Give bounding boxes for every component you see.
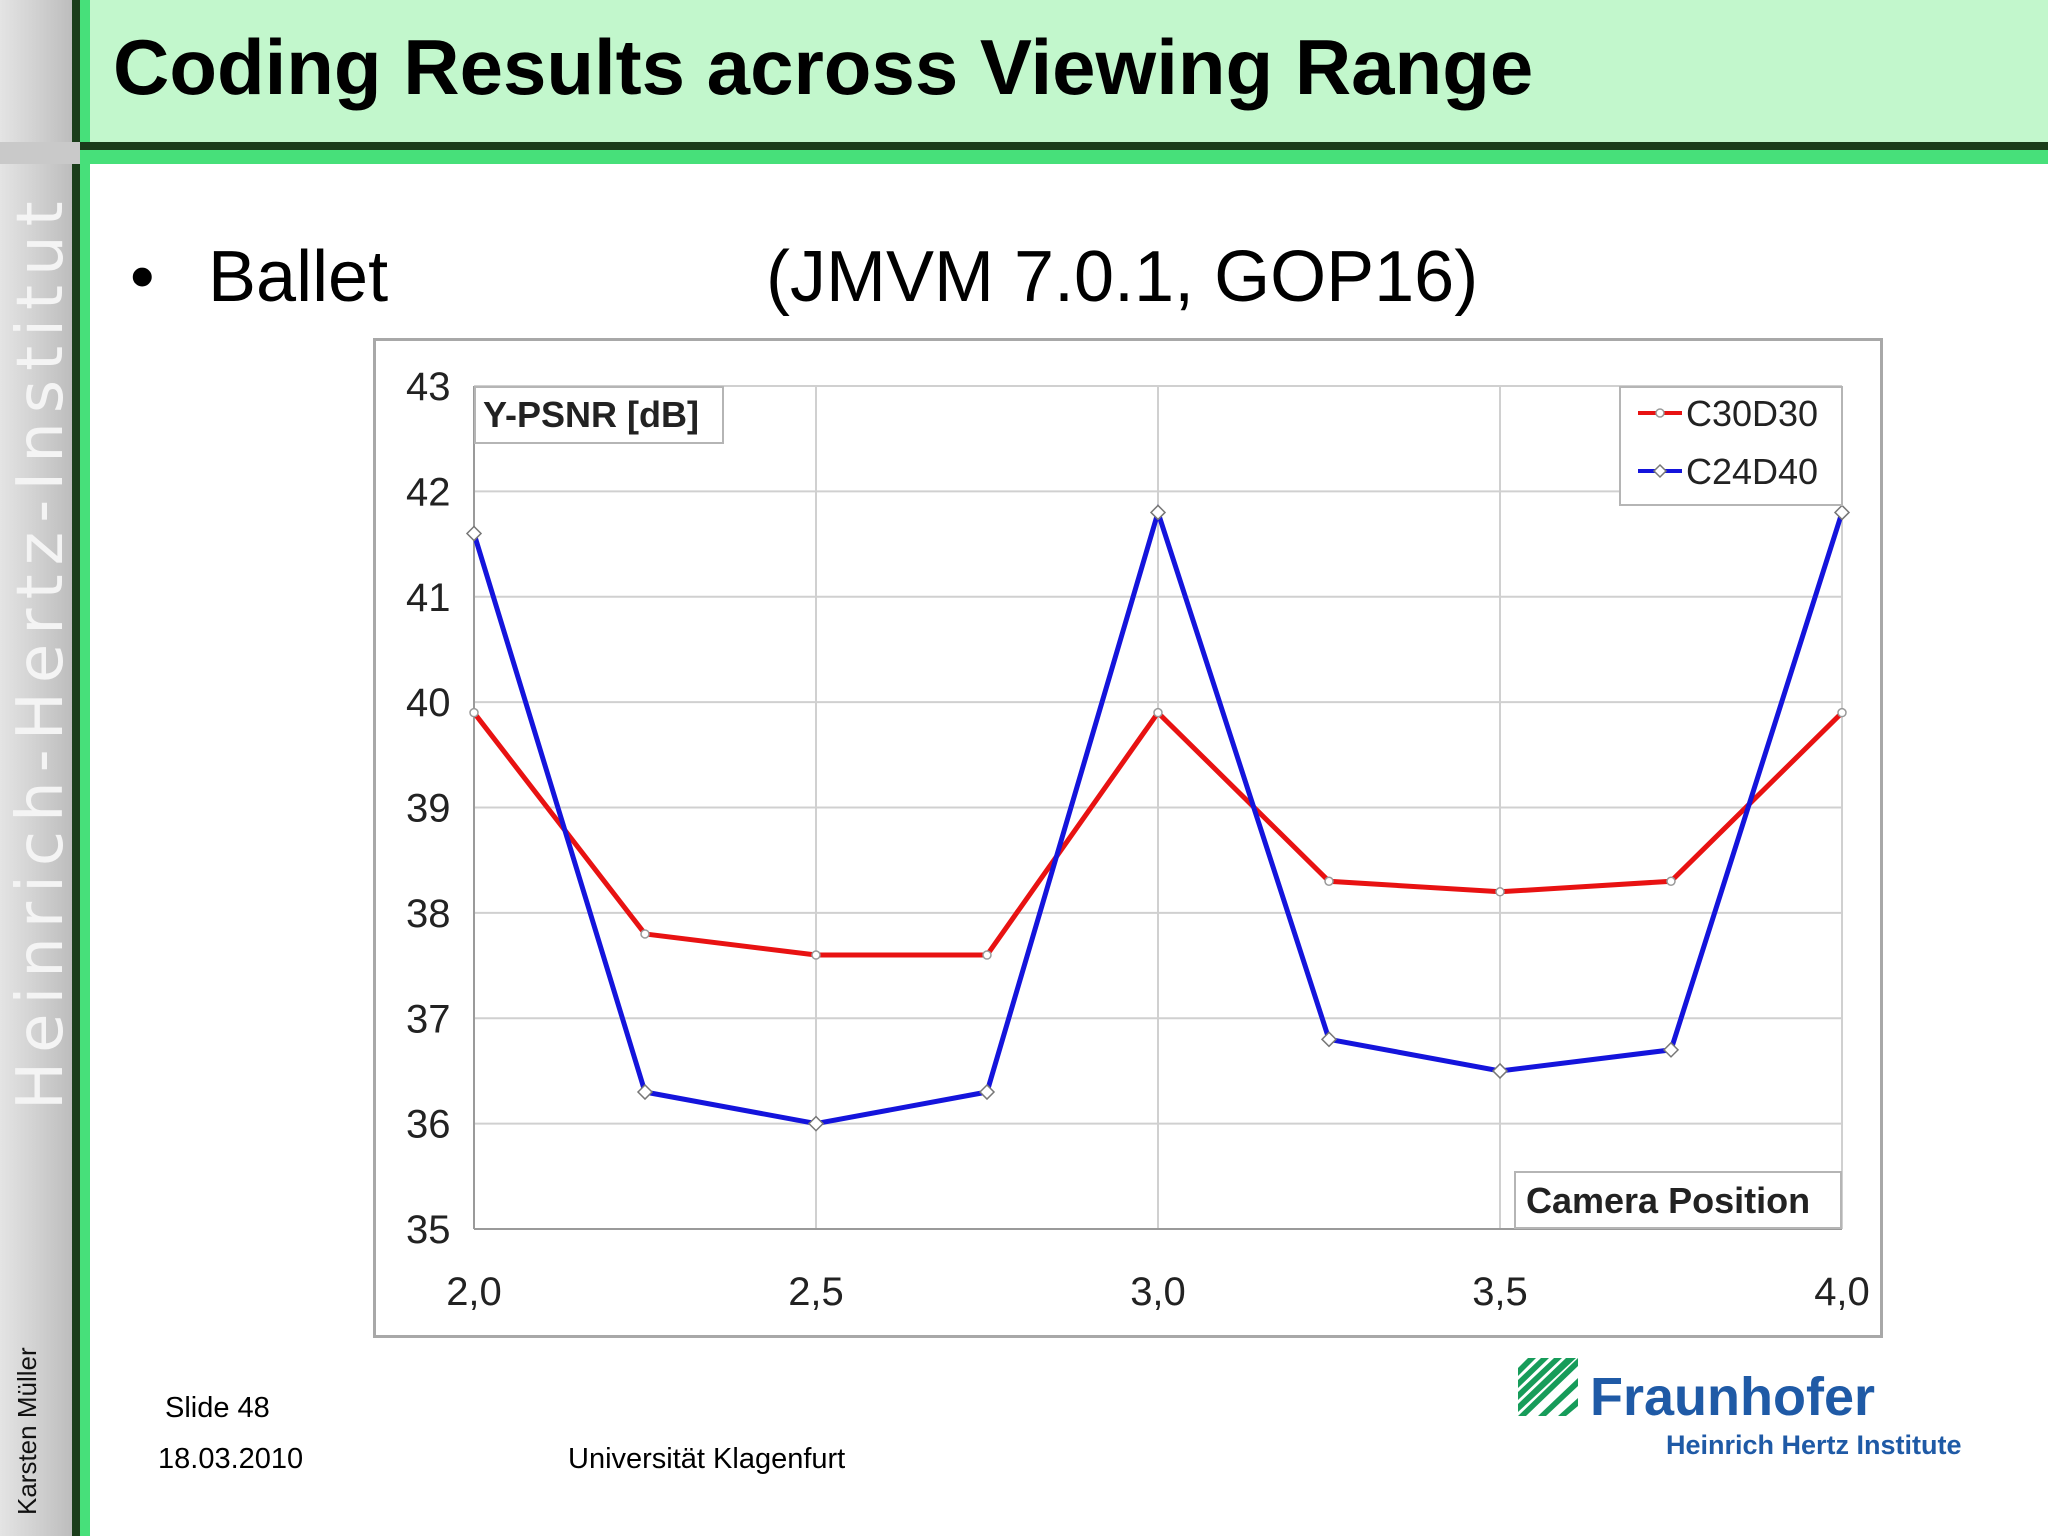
data-point-C30D30: [1837, 707, 1847, 718]
fraunhofer-logo-icon: [1518, 1358, 1578, 1416]
slide-date: 18.03.2010: [158, 1443, 304, 1475]
slide-title: Coding Results across Viewing Range: [113, 23, 1534, 111]
data-point-C24D40: [978, 1083, 996, 1101]
y-tick-label: 38: [406, 892, 451, 936]
y-tick-label: 40: [406, 681, 451, 725]
data-point-C24D40: [636, 1083, 654, 1101]
institute-name: Heinrich Hertz Institute: [1666, 1430, 1962, 1460]
ylabel-box: [474, 386, 724, 444]
x-axis-label: Camera Position: [1526, 1180, 1810, 1221]
data-point-C24D40: [465, 525, 483, 542]
sidebar-brand-text: Heinrich-Hertz-Institut: [4, 192, 78, 1110]
fraunhofer-wordmark: Fraunhofer: [1590, 1367, 1876, 1427]
data-point-C30D30: [640, 929, 650, 939]
data-point-C24D40: [1662, 1041, 1680, 1058]
x-tick-label: 3,5: [1472, 1270, 1528, 1314]
corner-block: [0, 142, 80, 164]
chart-frame: 35 36 37 38 39 40 41 42 43 2,0 2,5 3,0 3,5 4,0 Y-PSNR …: [373, 338, 1883, 1338]
data-point-C24D40: [1149, 504, 1167, 521]
y-tick-label: 41: [406, 576, 451, 620]
y-tick-label: 39: [406, 787, 451, 831]
x-tick-label: 2,0: [446, 1270, 502, 1314]
title-bar: [90, 0, 2048, 142]
legend-box: [1619, 386, 1843, 506]
y-tick-label: 35: [406, 1208, 451, 1252]
data-point-C30D30: [1324, 876, 1334, 887]
author-name: Karsten Müller: [12, 1347, 42, 1515]
data-point-C30D30: [1666, 876, 1676, 887]
university-name: Universität Klagenfurt: [568, 1443, 846, 1475]
data-point-C24D40: [1320, 1031, 1338, 1048]
data-point-C24D40: [1833, 504, 1851, 521]
sidebar-shadow: [72, 0, 80, 1536]
title-underline: [80, 150, 2048, 164]
data-point-C24D40: [807, 1115, 825, 1132]
psnr-line-chart: 35 36 37 38 39 40 41 42 43 2,0 2,5 3,0 3,5 4,0 Y-PSNR …: [406, 365, 1870, 1314]
data-point-C30D30: [1495, 887, 1505, 897]
bullet-subtitle: (JMVM 7.0.1, GOP16): [766, 237, 1479, 317]
xlabel-box: [1514, 1171, 1842, 1229]
data-point-C30D30: [982, 950, 992, 960]
title-shadow: [80, 142, 2048, 150]
y-tick-label: 37: [406, 997, 451, 1041]
x-tick-label: 2,5: [788, 1270, 844, 1314]
x-tick-label: 3,0: [1130, 1270, 1186, 1314]
sidebar-accent-line: [80, 0, 90, 1536]
data-point-C30D30: [1153, 707, 1163, 718]
bullet-symbol: •: [130, 237, 155, 315]
legend-label-C24D40: C24D40: [1686, 451, 1818, 492]
bullet-text: Ballet: [208, 237, 389, 317]
y-tick-label: 43: [406, 365, 451, 409]
legend-marker-C24D40: [1652, 463, 1668, 479]
data-point-C30D30: [469, 707, 479, 718]
data-point-C30D30: [811, 950, 821, 960]
x-tick-label: 4,0: [1814, 1270, 1870, 1314]
legend-marker-C30D30: [1655, 408, 1665, 418]
slide-number: Slide 48: [165, 1392, 270, 1424]
legend-label-C30D30: C30D30: [1686, 393, 1818, 434]
y-axis-label: Y-PSNR [dB]: [483, 394, 699, 435]
y-tick-label: 42: [406, 470, 451, 514]
y-tick-label: 36: [406, 1103, 451, 1147]
left-sidebar: [0, 0, 72, 1536]
data-point-C24D40: [1491, 1062, 1509, 1079]
